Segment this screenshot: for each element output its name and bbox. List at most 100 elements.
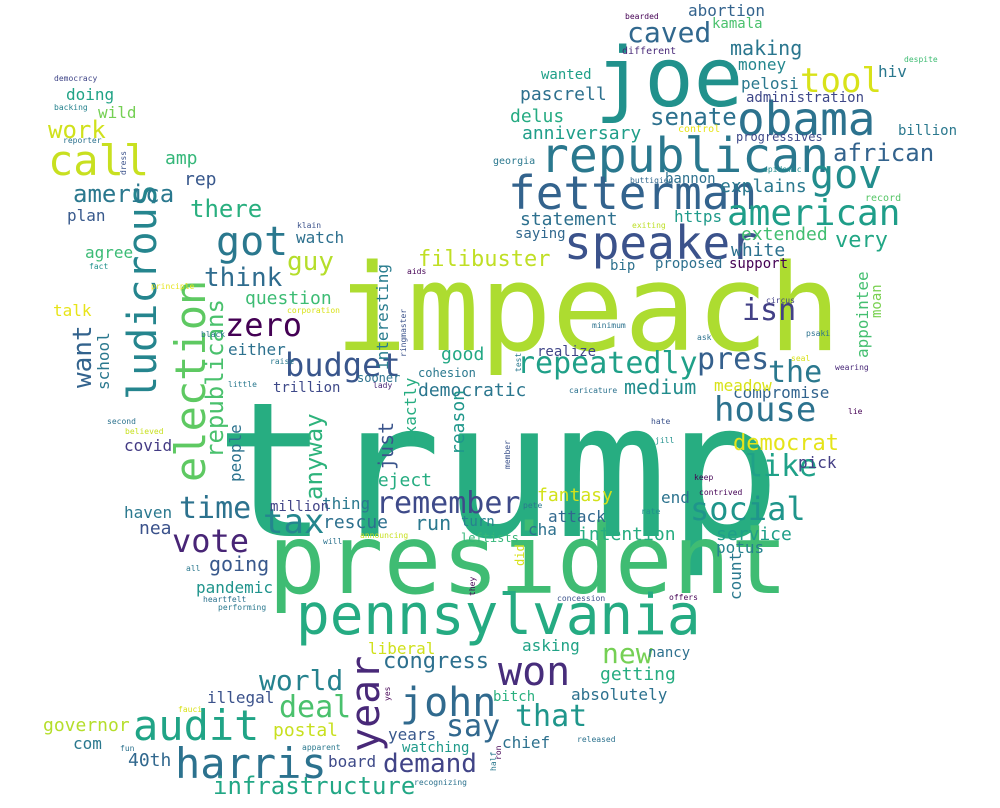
word-demand: demand (383, 749, 477, 779)
word-proposed: proposed (655, 256, 723, 272)
word-pete: pete (523, 501, 543, 510)
word-announcing: announcing (360, 531, 409, 540)
word-run: run (415, 511, 452, 535)
word-cha: cha (528, 520, 557, 539)
word-remember: remember (376, 486, 521, 521)
word-circus: circus (766, 296, 795, 305)
word-social: social (690, 490, 806, 528)
word-that: that (515, 699, 588, 734)
word-wearing: wearing (835, 363, 869, 372)
word-very: very (835, 228, 888, 253)
word-impeach: impeach (335, 240, 841, 379)
word-guy: guy (287, 247, 334, 277)
word-audit: audit (133, 701, 260, 750)
word-isn: isn (742, 293, 797, 328)
word-exactly: exactly (401, 377, 420, 445)
word-caricature: caricature (569, 386, 618, 395)
word-ron: ron (494, 745, 503, 760)
word-nea: nea (139, 518, 172, 539)
word-postal: postal (273, 720, 339, 741)
word-klain: klain (297, 221, 322, 230)
word-vote: vote (172, 522, 250, 560)
word-apparent: apparent (302, 743, 341, 752)
word-psaki: psaki (806, 329, 831, 338)
word-rep: rep (184, 169, 217, 190)
word-school: school (94, 332, 113, 390)
word-extended: extended (741, 224, 828, 245)
word-african: african (833, 139, 935, 167)
word-jill: jill (655, 436, 675, 445)
word-absolutely: absolutely (571, 685, 668, 704)
word-infrastructure: infrastructure (213, 772, 416, 800)
word-caved: caved (627, 16, 712, 49)
word-getting: getting (600, 664, 676, 685)
word-democrat: democrat (733, 431, 839, 456)
word-obama: obama (737, 92, 876, 146)
word-new: new (602, 637, 653, 670)
word-little: little (228, 380, 257, 389)
word-turn: turn (461, 514, 495, 530)
word-anniversary: anniversary (522, 123, 642, 144)
word-did: did (513, 544, 527, 566)
word-republicans: republicans (201, 299, 229, 458)
word-pascrell: pascrell (520, 84, 607, 105)
word-medium: medium (624, 375, 697, 399)
word-liberal: liberal (368, 639, 436, 658)
word-watching: watching (402, 740, 470, 756)
word-question: question (245, 288, 332, 309)
word-keep: keep (694, 473, 714, 482)
word-progressives: progressives (736, 130, 823, 144)
word-dress: dress (119, 150, 128, 175)
word-years: years (388, 725, 437, 744)
word-believed: believed (125, 427, 164, 436)
word-raise: raise (270, 357, 295, 366)
word-meadow: meadow (714, 376, 772, 395)
word-fauci: fauci (178, 705, 203, 714)
word-heartfelt: heartfelt (203, 595, 247, 604)
word-trillion: trillion (273, 380, 341, 396)
word-member: member (503, 440, 512, 469)
word-bannon: bannon (665, 171, 716, 187)
word-40th: 40th (128, 750, 172, 771)
word-year: year (343, 655, 389, 752)
word-like: like (745, 449, 818, 484)
word-released: released (577, 735, 616, 744)
word-house: house (714, 390, 817, 430)
word-epidemic: epidemic (763, 165, 802, 174)
word-attack: attack (548, 507, 606, 526)
word-kamala: kamala (712, 16, 763, 32)
word-buttigieg: buttigieg (630, 176, 674, 185)
word-service: service (716, 524, 792, 545)
word-speaker: speaker (564, 216, 758, 270)
word-filibuster: filibuster (418, 247, 551, 272)
word-fact: fact (89, 262, 109, 271)
word-principle: principle (151, 282, 195, 291)
word-trump: trump (215, 362, 781, 581)
word-black: black (201, 330, 226, 339)
word-watch: watch (296, 228, 345, 247)
word-republican: republican (540, 128, 829, 184)
word-wild: wild (98, 103, 137, 122)
word-abortion: abortion (688, 1, 766, 20)
word-will: will (323, 537, 343, 546)
word-thing: thing (322, 494, 371, 513)
word-count: count (726, 551, 745, 600)
word-moan: moan (869, 284, 885, 318)
word-zero: zero (225, 306, 303, 344)
word-fun: fun (120, 744, 135, 753)
word-leftists: leftists (461, 531, 519, 545)
word-fetterman: fetterman (508, 166, 758, 220)
word-different: different (622, 46, 677, 57)
word-pick: pick (798, 453, 837, 472)
word-going: going (209, 552, 270, 576)
word-tax: tax (263, 502, 325, 542)
word-million: million (270, 499, 330, 515)
word-rate: rate (641, 507, 661, 516)
word-ludicrous: ludicrous (120, 183, 166, 400)
word-end: end (661, 488, 690, 507)
word-call: call (48, 136, 150, 185)
word-offers: offers (669, 593, 698, 602)
word-want: want (68, 325, 98, 388)
word-reporter: reporter (63, 136, 102, 145)
word-compromise: compromise (733, 383, 830, 402)
